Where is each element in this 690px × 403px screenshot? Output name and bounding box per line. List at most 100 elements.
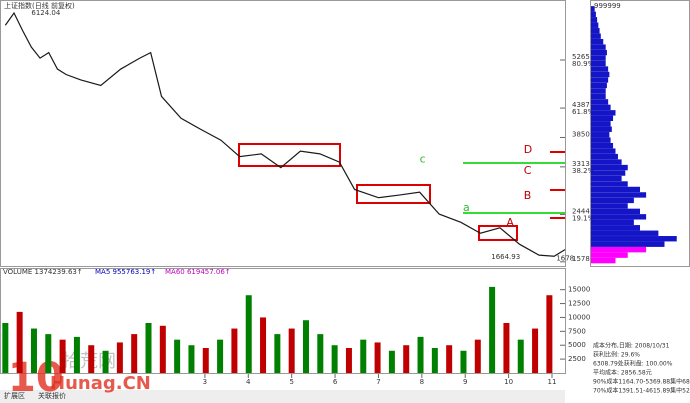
volume-bar <box>116 342 123 373</box>
chip-bar <box>591 126 612 132</box>
legend-item: MA5 955763.19↑ <box>95 268 156 276</box>
y-tick-label: 5000 <box>568 341 586 349</box>
chip-bar <box>591 55 606 61</box>
x-tick-label: 8 <box>420 378 424 386</box>
annotation: c <box>420 152 426 165</box>
chip-bar <box>591 175 622 182</box>
chip-bar <box>591 28 600 34</box>
volume-bar <box>417 336 424 373</box>
box <box>238 143 341 167</box>
chip-bar <box>591 60 606 67</box>
y-tick-label: 3850 <box>572 130 590 138</box>
chip-bar <box>591 121 611 127</box>
chip-bar <box>591 214 647 220</box>
x-tick-label: 4 <box>246 378 251 386</box>
volume-bar <box>16 311 23 373</box>
info-line: 90%成本1164.70-5369.88集中68.6% <box>593 378 690 386</box>
y-tick-label: 4387 <box>572 101 590 109</box>
chip-bar <box>591 66 609 72</box>
volume-bar <box>460 350 467 373</box>
volume-bar <box>331 345 338 373</box>
y-tick-label: 10000 <box>568 313 590 321</box>
volume-bar <box>45 334 52 373</box>
chip-bar <box>591 137 611 143</box>
volume-bar <box>30 328 37 373</box>
y-tick-label: 2444 <box>572 207 590 215</box>
annotation: 6124.04 <box>31 9 60 17</box>
volume-bar <box>403 345 410 373</box>
chip-bar <box>591 246 647 253</box>
volume-bar <box>446 345 453 373</box>
volume-bar <box>274 334 281 373</box>
chip-bar <box>591 49 607 56</box>
volume-bar <box>474 339 481 373</box>
chip-bar <box>591 225 640 231</box>
x-tick-label: 5 <box>289 378 293 386</box>
volume-bar <box>73 336 80 373</box>
info-line: 平均成本: 2856.58元 <box>593 369 652 377</box>
ratio-label: 61.8% <box>572 108 595 116</box>
chip-bar <box>591 197 634 204</box>
volume-bar <box>360 339 367 373</box>
tab[interactable]: 扩展区 <box>4 391 25 400</box>
tab[interactable]: 关联报价 <box>38 391 66 400</box>
chip-bar <box>591 110 616 116</box>
chip-bar <box>591 6 595 12</box>
chip-bar <box>591 71 610 78</box>
volume-bar <box>245 295 252 373</box>
chart-title: 上证指数(日线 前复权) <box>4 1 75 10</box>
x-tick-label: 10 <box>504 378 513 386</box>
volume-bar <box>260 317 267 373</box>
volume-bar <box>131 334 138 373</box>
chip-bar <box>591 17 598 23</box>
code: 999999 <box>594 2 621 10</box>
legend-item: MA60 619457.06↑ <box>165 268 231 276</box>
ratio-label: 19.1% <box>572 214 595 222</box>
volume-bar <box>102 350 109 373</box>
y-tick-label: 5265 <box>572 53 590 61</box>
chip-bar <box>591 230 659 236</box>
chip-bar <box>591 208 640 215</box>
volume-bar <box>546 295 553 373</box>
volume-bar <box>217 339 224 373</box>
chip-bar <box>591 252 628 258</box>
y-tick-label: 15000 <box>568 286 590 294</box>
volume-bar <box>345 348 352 373</box>
info-line: 70%成本1391.51-4615.89集中52.8% <box>593 387 690 395</box>
box <box>356 184 431 204</box>
chip-bar <box>591 33 601 39</box>
ratio-label: 80.9% <box>572 60 595 68</box>
price-panel <box>0 0 566 267</box>
volume-bar <box>174 339 181 373</box>
chip-bar <box>591 142 614 149</box>
volume-bar <box>2 323 9 373</box>
tab-bar <box>0 390 565 403</box>
chip-bar <box>591 88 606 94</box>
volume-bar <box>145 323 152 373</box>
volume-bar <box>489 286 496 373</box>
chip-bar <box>591 219 634 226</box>
volume-bar <box>517 339 524 373</box>
chip-bar <box>591 170 626 176</box>
chip-bar <box>591 93 606 100</box>
volume-bar <box>431 348 438 373</box>
chip-bar <box>591 159 622 165</box>
chip-bar <box>591 181 628 187</box>
volume-bar <box>388 350 395 373</box>
chip-bar <box>591 186 640 193</box>
chip-bar <box>591 115 614 122</box>
chip-bar <box>591 11 596 18</box>
volume-bar <box>231 328 238 373</box>
chip-bar <box>591 82 607 89</box>
chip-bar <box>591 44 606 50</box>
price-line <box>4 11 566 257</box>
annotation: 1664.93 <box>491 253 520 261</box>
volume-bar <box>532 328 539 373</box>
info-line: 6308.79处获利盘: 100.00% <box>593 360 673 368</box>
chip-bar <box>591 22 599 28</box>
chip-bar <box>591 38 604 45</box>
y-tick-label: 1578 <box>572 255 590 263</box>
volume-bar <box>59 339 66 373</box>
